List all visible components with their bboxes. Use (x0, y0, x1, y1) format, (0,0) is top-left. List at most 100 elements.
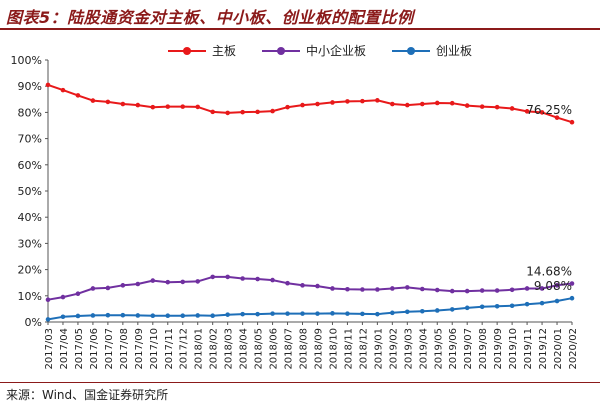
series-point-2 (255, 311, 260, 317)
x-tick-label: 2019/04 (418, 328, 429, 370)
x-tick-label: 2019/07 (463, 328, 474, 370)
series-point-1 (75, 291, 81, 297)
legend-item-main-board: 主板 (168, 42, 236, 59)
series-point-1 (225, 274, 230, 280)
x-tick-label: 2019/10 (508, 328, 519, 370)
series-point-2 (240, 311, 245, 317)
data-label-1: 14.68% (526, 265, 572, 279)
series-point-1 (360, 287, 365, 292)
series-point-2 (300, 311, 305, 316)
series-point-2 (419, 308, 425, 314)
series-point-2 (405, 309, 410, 315)
series-point-0 (390, 101, 395, 107)
x-tick-label: 2020/01 (553, 328, 564, 370)
series-point-2 (180, 313, 186, 319)
x-tick-label: 2017/04 (59, 328, 70, 370)
y-tick-label: 40% (18, 211, 42, 224)
x-tick-label: 2017/03 (44, 328, 55, 370)
series-point-0 (494, 104, 500, 110)
x-tick-label: 2019/12 (538, 328, 549, 370)
series-point-2 (105, 312, 111, 318)
series-point-2 (345, 311, 350, 316)
series-point-0 (255, 109, 260, 115)
series-point-2 (165, 313, 171, 319)
series-point-2 (285, 311, 290, 316)
series-point-1 (300, 283, 305, 288)
series-point-1 (60, 294, 66, 300)
legend: 主板 中小企业板 创业板 (168, 42, 472, 59)
series-point-2 (150, 313, 156, 319)
series-point-2 (315, 311, 320, 316)
x-tick-label: 2018/06 (269, 328, 280, 370)
series-point-0 (449, 100, 455, 106)
series-point-0 (569, 119, 575, 125)
series-point-2 (225, 312, 230, 317)
y-tick-label: 20% (18, 264, 42, 277)
series-point-1 (405, 285, 410, 290)
series-point-2 (270, 311, 275, 316)
series-point-1 (45, 297, 51, 303)
series-point-0 (90, 98, 96, 103)
x-tick-label: 2019/08 (478, 328, 489, 370)
series-point-0 (375, 98, 380, 103)
x-tick-label: 2018/11 (343, 328, 354, 370)
legend-label-main-board: 主板 (212, 44, 237, 58)
series-point-2 (210, 313, 215, 319)
series-point-2 (90, 313, 96, 318)
series-point-0 (165, 104, 171, 109)
legend-swatch-main-board (168, 46, 206, 56)
x-tick-label: 2017/11 (164, 328, 175, 370)
series-point-0 (285, 104, 290, 110)
y-tick-label: 90% (18, 80, 42, 93)
x-tick-label: 2018/08 (299, 328, 310, 370)
line-chart: 0% 10% 20% 30% 40% 50% 60% 70% 80% 90% 100% 2017/03… (11, 54, 579, 370)
series-point-1 (240, 276, 245, 281)
x-tick-label: 2018/07 (284, 328, 295, 370)
y-tick-label: 30% (18, 237, 42, 250)
legend-item-chinext: 创业板 (392, 42, 472, 59)
legend-label-chinext: 创业板 (436, 44, 473, 58)
series-point-1 (539, 286, 545, 291)
series-point-1 (105, 285, 111, 291)
series-point-2 (360, 311, 365, 317)
footer-divider (0, 382, 600, 383)
series-point-0 (120, 101, 126, 107)
series-point-1 (509, 287, 515, 293)
data-label-2: 9.08% (534, 279, 572, 293)
y-tick-label: 10% (18, 290, 42, 303)
series-point-0 (479, 104, 485, 109)
series-point-0 (135, 102, 141, 108)
series-point-0 (524, 109, 530, 114)
series-point-0 (405, 102, 410, 108)
series-point-1 (285, 280, 290, 286)
series-point-0 (195, 104, 201, 110)
chart-title: 图表5：陆股通资金对主板、中小板、创业板的配置比例 (6, 8, 414, 27)
y-tick-label: 80% (18, 106, 42, 119)
legend-swatch-chinext (392, 46, 431, 56)
series-point-0 (315, 101, 320, 107)
x-tick-label: 2019/03 (403, 328, 414, 370)
series-point-2 (60, 314, 66, 320)
series-point-0 (105, 99, 111, 105)
series-point-1 (479, 288, 485, 293)
series-point-1 (345, 286, 350, 292)
series-point-2 (434, 308, 440, 313)
x-tick-label: 2018/01 (194, 328, 205, 370)
series-point-2 (539, 300, 545, 306)
x-tick-label: 2019/06 (448, 328, 459, 370)
series-point-1 (494, 288, 500, 293)
series-point-2 (195, 313, 201, 318)
x-tick-label: 2017/07 (104, 328, 115, 370)
x-tick-label: 2019/01 (373, 328, 384, 370)
legend-item-sme-board: 中小企业板 (262, 42, 366, 59)
series-point-1 (90, 286, 96, 291)
series-point-0 (464, 103, 470, 108)
x-tick-label: 2019/09 (493, 328, 504, 370)
series-point-1 (569, 281, 575, 286)
x-tick-label: 2020/02 (568, 328, 579, 370)
series-point-0 (345, 99, 350, 104)
series-line-2 (47, 297, 573, 321)
series-point-2 (330, 311, 335, 316)
series-point-1 (330, 286, 335, 291)
series-point-0 (45, 82, 51, 88)
